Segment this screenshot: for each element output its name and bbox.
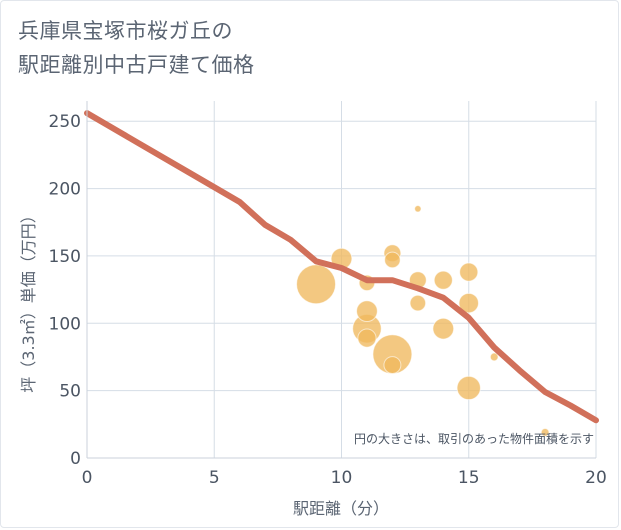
data-point-18 <box>540 428 550 437</box>
x-tick-labels: 0 5 10 15 20 <box>82 468 607 488</box>
y-tick-label-3: 150 <box>49 247 81 267</box>
y-axis-title: 坪（3.3㎡）単価（万円） <box>19 207 38 392</box>
y-tick-label-4: 200 <box>49 180 81 200</box>
data-point-19 <box>414 205 422 213</box>
x-tick-label-2: 10 <box>331 468 353 488</box>
y-tick-label-2: 100 <box>49 314 81 334</box>
data-point-5 <box>356 300 378 323</box>
chart-title-line-1: 兵庫県宝塚市桜ガ丘の <box>18 19 233 43</box>
trend-line <box>84 110 599 424</box>
data-point-10 <box>459 262 479 282</box>
data-point-3 <box>456 375 481 401</box>
x-tick-label-4: 20 <box>585 468 607 488</box>
data-point-15 <box>384 251 401 269</box>
y-tick-label-1: 50 <box>59 382 81 402</box>
y-tick-label-5: 250 <box>49 112 81 132</box>
y-tick-label-0: 0 <box>70 449 81 469</box>
x-axis-title: 駅距離（分） <box>293 499 389 518</box>
data-bubbles <box>296 205 550 437</box>
x-tick-label-3: 15 <box>458 468 480 488</box>
data-point-7 <box>458 292 479 314</box>
chart-title: 兵庫県宝塚市桜ガ丘の 駅距離別中古戸建て価格 <box>18 14 255 82</box>
chart-title-line-2: 駅距離別中古戸建て価格 <box>18 53 255 77</box>
data-point-9 <box>433 270 453 290</box>
x-tick-label-1: 5 <box>209 468 220 488</box>
data-point-0 <box>296 264 337 305</box>
y-tick-labels: 0 50 100 150 200 250 <box>49 112 81 469</box>
bubble-size-note: 円の大きさは、取引のあった物件面積を示す <box>354 431 594 446</box>
x-tick-label-0: 0 <box>82 468 93 488</box>
data-point-8 <box>357 328 377 348</box>
data-point-17 <box>489 352 499 362</box>
data-point-16 <box>409 294 427 312</box>
data-point-6 <box>432 317 455 340</box>
data-point-12 <box>383 356 402 374</box>
